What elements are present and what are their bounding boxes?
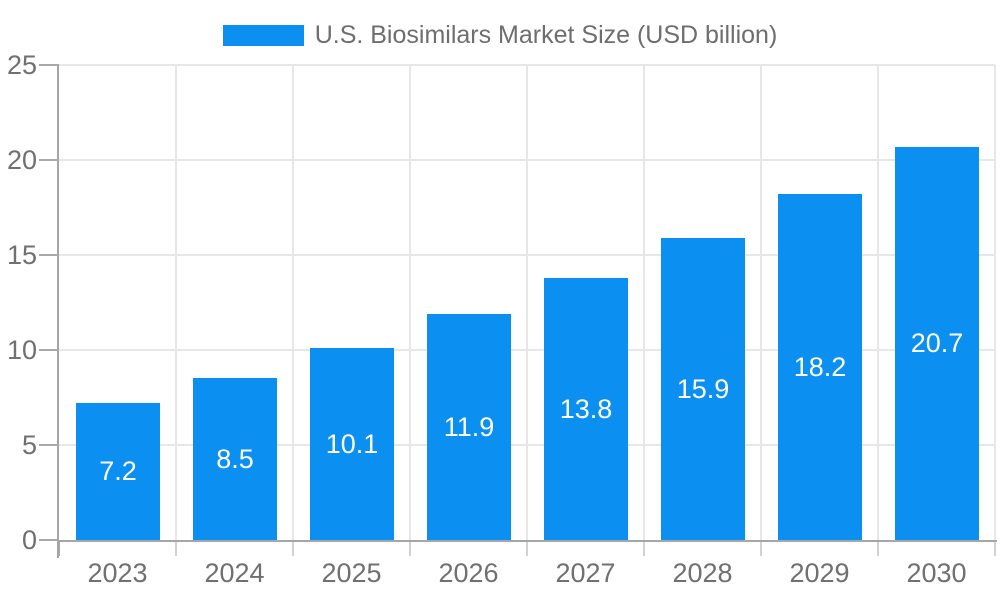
x-axis-tick [409, 542, 411, 556]
y-axis-tick [39, 64, 59, 66]
x-axis-tick [994, 542, 996, 556]
x-gridline [643, 65, 645, 540]
y-axis-tick [39, 539, 59, 541]
bar-value-label: 13.8 [559, 393, 613, 424]
bar[interactable]: 8.5 [193, 378, 277, 540]
x-axis-tick [175, 542, 177, 556]
x-gridline [994, 65, 996, 540]
x-gridline [526, 65, 528, 540]
bar-value-label: 20.7 [910, 328, 964, 358]
x-tick-label: 2023 [87, 558, 148, 588]
y-tick-label: 20 [6, 145, 37, 175]
x-tick-label: 2029 [789, 558, 850, 588]
bar[interactable]: 18.2 [778, 194, 862, 540]
x-gridline [409, 65, 411, 540]
bar-value-label: 15.9 [676, 373, 730, 404]
y-axis-tick [39, 349, 59, 351]
x-axis-tick [58, 542, 60, 556]
x-gridline [760, 65, 762, 540]
x-axis-tick [643, 542, 645, 556]
x-axis-line [59, 540, 997, 542]
x-tick-label: 2027 [555, 558, 616, 588]
plot-area: 7.2 8.5 10.1 11.9 13.8 15.9 18.2 20.7 [59, 64, 996, 540]
y-axis-tick [39, 254, 59, 256]
bar-value-label: 11.9 [443, 411, 495, 442]
y-axis-line [57, 65, 59, 558]
bar[interactable]: 20.7 [895, 147, 979, 540]
x-tick-label: 2030 [906, 558, 967, 588]
x-tick-label: 2025 [321, 558, 382, 588]
bar-value-label: 10.1 [325, 428, 379, 459]
y-tick-label: 5 [21, 430, 37, 460]
x-axis-tick [877, 542, 879, 556]
x-tick-label: 2026 [438, 558, 499, 588]
bar[interactable]: 15.9 [661, 238, 745, 540]
bar-value-label: 18.2 [793, 351, 847, 382]
y-tick-label: 10 [6, 335, 37, 365]
bar[interactable]: 10.1 [310, 348, 394, 540]
x-axis-tick [760, 542, 762, 556]
x-axis-tick [526, 542, 528, 556]
x-tick-label: 2028 [672, 558, 733, 588]
bar[interactable]: 11.9 [427, 314, 511, 540]
y-tick-label: 25 [6, 50, 37, 80]
y-tick-label: 15 [6, 240, 37, 270]
legend-label: U.S. Biosimilars Market Size (USD billio… [314, 21, 778, 49]
x-axis-tick [292, 542, 294, 556]
x-gridline [877, 65, 879, 540]
y-axis-tick [39, 444, 59, 446]
chart-legend[interactable]: U.S. Biosimilars Market Size (USD billio… [0, 21, 1000, 50]
x-gridline [292, 65, 294, 540]
legend-swatch [222, 25, 304, 46]
x-gridline [175, 65, 177, 540]
y-axis-tick [39, 159, 59, 161]
bar-value-label: 7.2 [99, 456, 137, 486]
bar-value-label: 8.5 [216, 443, 254, 474]
y-tick-label: 0 [21, 525, 37, 555]
bar[interactable]: 7.2 [76, 403, 160, 540]
x-tick-label: 2024 [204, 558, 265, 588]
bar[interactable]: 13.8 [544, 278, 628, 540]
